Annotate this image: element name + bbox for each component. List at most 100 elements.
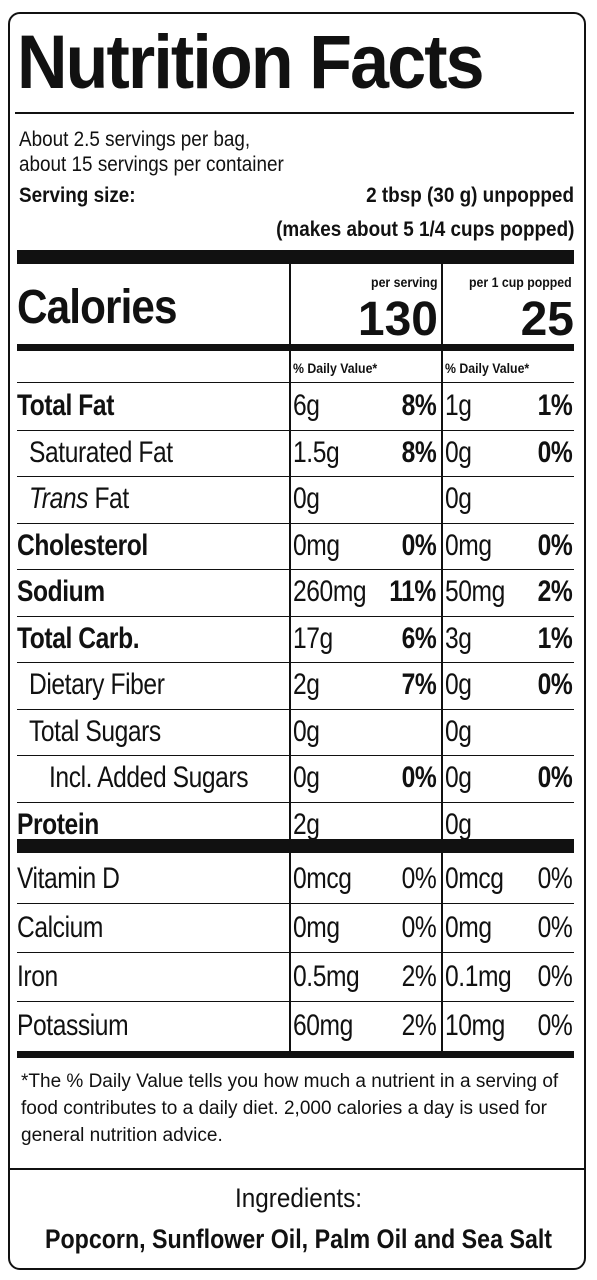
amount-per-cup: 0mg: [445, 528, 492, 562]
label-title: Nutrition Facts: [17, 20, 485, 105]
daily-value-per-serving: 7%: [401, 668, 436, 701]
amount-per-cup: 0g: [445, 714, 472, 748]
vitamin-dv-per-serving: 0%: [401, 911, 436, 944]
vitamin-row: Calcium 0mg 0% 0mg 0%: [17, 903, 574, 952]
row-rule: [17, 952, 574, 953]
amount-per-serving: 2g: [293, 668, 320, 701]
nutrient-name: Incl. Added Sugars: [49, 761, 249, 794]
ingredients-rule: [9, 1168, 586, 1170]
amount-per-serving: 0g: [293, 714, 320, 748]
amount-per-cup: 0g: [445, 435, 472, 469]
vitamin-amount-per-cup: 0mg: [445, 911, 492, 944]
amount-per-cup: 0g: [445, 807, 472, 841]
vitamin-name: Iron: [17, 960, 58, 993]
daily-value-per-serving: 8%: [401, 389, 436, 422]
daily-value-footnote: *The % Daily Value tells you how much a …: [21, 1071, 559, 1146]
per-serving-heading: per serving: [370, 274, 437, 290]
row-rule: [17, 903, 574, 904]
amount-per-serving: 17g: [293, 621, 333, 655]
daily-value-per-serving: 8%: [401, 435, 436, 469]
nutrient-row: Trans Fat 0g 0g: [17, 476, 574, 522]
vitamin-name: Vitamin D: [17, 862, 120, 895]
row-rule: [17, 569, 574, 570]
amount-per-serving: 6g: [293, 389, 320, 422]
amount-per-serving: 260mg: [293, 575, 367, 608]
amount-per-cup: 0g: [445, 761, 472, 794]
nutrient-name: Total Carb.: [17, 621, 140, 655]
amount-per-serving: 2g: [293, 807, 320, 841]
serving-size-note: (makes about 5 1/4 cups popped): [275, 218, 574, 241]
calories-per-serving: 130: [357, 293, 438, 346]
vitamin-rule: [17, 839, 574, 853]
vitamin-amount-per-cup: 0.1mg: [445, 960, 512, 993]
nutrient-name: Sodium: [17, 575, 105, 608]
nutrient-name: Saturated Fat: [29, 435, 173, 469]
nutrient-row: Dietary Fiber 2g 7% 0g 0%: [17, 662, 574, 708]
nutrient-row: Saturated Fat 1.5g 8% 0g 0%: [17, 430, 574, 476]
daily-value-per-cup: 0%: [537, 435, 572, 469]
daily-value-heading-1: % Daily Value*: [293, 360, 378, 376]
row-rule: [17, 1001, 574, 1002]
calories-label: Calories: [17, 281, 178, 334]
row-rule: [17, 476, 574, 477]
dv-heading-rule: [17, 382, 574, 383]
daily-value-per-cup: 0%: [537, 528, 572, 562]
daily-value-per-cup: 0%: [537, 668, 572, 701]
serving-size-value: 2 tbsp (30 g) unpopped: [366, 184, 574, 207]
servings-per-bag: About 2.5 servings per bag,: [19, 128, 251, 151]
vitamin-dv-per-serving: 2%: [401, 1009, 436, 1042]
nutrient-name: Dietary Fiber: [29, 668, 165, 701]
serving-rule: [17, 250, 574, 264]
vitamin-name: Potassium: [17, 1009, 129, 1042]
row-rule: [17, 522, 574, 524]
vitamin-dv-per-serving: 2%: [401, 960, 436, 993]
vitamin-amount-per-serving: 0mg: [293, 911, 340, 944]
daily-value-per-cup: 1%: [537, 621, 572, 655]
daily-value-per-cup: 0%: [537, 761, 572, 794]
daily-value-per-cup: 2%: [537, 575, 572, 608]
daily-value-heading-2: % Daily Value*: [445, 360, 530, 376]
row-rule: [17, 615, 574, 617]
vitamin-dv-per-cup: 0%: [537, 862, 572, 895]
nutrient-name: Total Sugars: [29, 714, 161, 748]
daily-value-per-serving: 0%: [401, 528, 436, 562]
daily-value-per-serving: 6%: [401, 621, 436, 655]
nutrient-row: Protein 2g 0g: [17, 802, 574, 848]
title-rule: [15, 112, 574, 114]
vitamin-amount-per-cup: 0mcg: [445, 862, 504, 895]
nutrient-name: Trans Fat: [29, 482, 129, 515]
daily-value-per-cup: 1%: [537, 389, 572, 422]
row-rule: [17, 755, 574, 756]
calories-per-cup: 25: [520, 293, 574, 346]
vitamin-row: Potassium 60mg 2% 10mg 0%: [17, 1001, 574, 1050]
nutrient-row: Cholesterol 0mg 0% 0mg 0%: [17, 523, 574, 569]
amount-per-cup: 0g: [445, 482, 472, 515]
amount-per-cup: 50mg: [445, 575, 505, 608]
vitamin-row: Vitamin D 0mcg 0% 0mcg 0%: [17, 854, 574, 903]
amount-per-cup: 1g: [445, 389, 472, 422]
amount-per-serving: 0g: [293, 482, 320, 515]
vitamin-dv-per-cup: 0%: [537, 960, 572, 993]
nutrient-row: Total Sugars 0g 0g: [17, 709, 574, 755]
column-divider-2: [441, 264, 443, 1052]
vitamin-name: Calcium: [17, 911, 103, 944]
nutrient-name: Protein: [17, 807, 99, 841]
nutrient-row: Total Fat 6g 8% 1g 1%: [17, 383, 574, 429]
vitamin-amount-per-serving: 0.5mg: [293, 960, 360, 993]
row-rule: [17, 429, 574, 431]
amount-per-cup: 3g: [445, 621, 472, 655]
nutrient-name: Total Fat: [17, 389, 114, 422]
column-divider-1: [289, 264, 291, 1052]
nutrition-facts-label: [8, 12, 586, 1270]
amount-per-cup: 0g: [445, 668, 472, 701]
nutrient-row: Sodium 260mg 11% 50mg 2%: [17, 569, 574, 615]
serving-size-label: Serving size:: [19, 184, 136, 207]
amount-per-serving: 0mg: [293, 528, 340, 562]
daily-value-per-serving: 0%: [401, 761, 436, 794]
vitamin-dv-per-serving: 0%: [401, 862, 436, 895]
ingredients-list: Popcorn, Sunflower Oil, Palm Oil and Sea…: [44, 1224, 553, 1254]
amount-per-serving: 1.5g: [293, 435, 340, 469]
row-rule: [17, 662, 574, 663]
vitamin-amount-per-cup: 10mg: [445, 1009, 505, 1042]
footnote-rule: [17, 1051, 574, 1058]
